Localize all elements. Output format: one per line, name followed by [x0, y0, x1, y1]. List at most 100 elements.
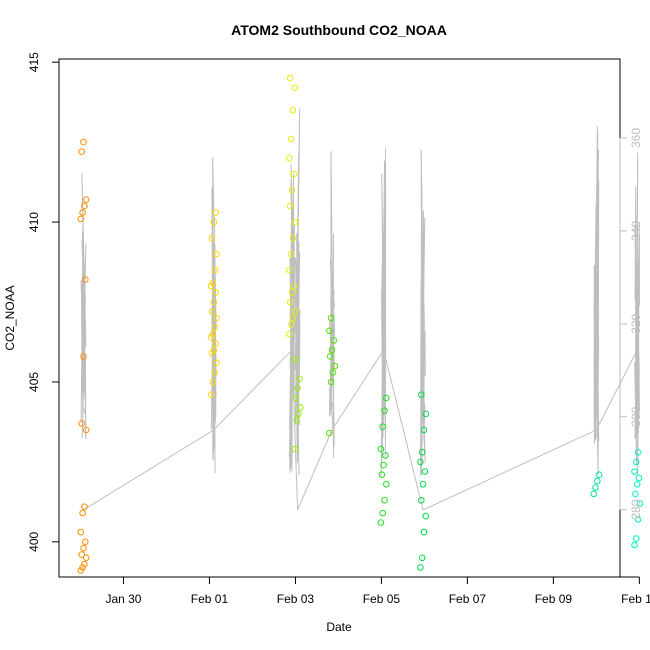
data-point	[287, 321, 295, 328]
data-point	[210, 218, 218, 226]
data-point	[82, 554, 90, 562]
data-point	[212, 340, 219, 347]
data-point	[77, 567, 85, 574]
data-point	[290, 170, 298, 178]
altitude-trace	[210, 157, 217, 474]
x-tick-label: Feb 09	[535, 592, 573, 606]
data-point	[294, 385, 301, 392]
data-point	[78, 420, 85, 427]
data-point	[592, 484, 599, 491]
y-axis: 400 405 410 415	[27, 52, 60, 552]
data-point	[81, 560, 88, 568]
data-point	[291, 84, 299, 92]
data-point	[78, 551, 85, 558]
data-point	[79, 564, 86, 571]
y-tick-label: 415	[27, 52, 41, 72]
data-point	[208, 234, 216, 242]
data-point	[422, 512, 430, 520]
data-point	[287, 250, 295, 258]
data-point	[77, 215, 85, 223]
data-points	[77, 74, 644, 574]
data-point	[327, 314, 335, 322]
data-point	[631, 468, 638, 475]
data-point	[633, 458, 640, 466]
data-point	[327, 378, 335, 386]
data-point	[80, 353, 87, 360]
data-point	[210, 298, 218, 306]
y-axis-label: CO2_NOAA	[3, 285, 17, 350]
data-point	[326, 327, 333, 335]
data-point	[207, 333, 215, 341]
data-point	[331, 362, 339, 370]
data-point	[590, 490, 598, 498]
y2-tick-label: 300	[629, 406, 643, 426]
data-point	[328, 346, 336, 354]
y-tick-label: 400	[27, 531, 41, 551]
data-point	[212, 289, 219, 296]
data-point	[287, 135, 295, 143]
altitude-trace	[380, 148, 387, 478]
data-point	[80, 138, 87, 146]
data-point	[379, 509, 387, 517]
data-point	[417, 564, 424, 571]
data-point	[210, 346, 218, 354]
y2-tick-label: 340	[629, 221, 643, 241]
data-point	[291, 356, 299, 363]
data-point	[418, 554, 426, 562]
x-axis: Jan 30 Feb 01 Feb 03 Feb 05 Feb 07 Feb 09 Feb …	[105, 576, 650, 606]
data-point	[209, 330, 217, 338]
data-point	[82, 538, 89, 546]
data-point	[208, 349, 216, 357]
data-point	[209, 378, 217, 386]
x-axis-label: Date	[326, 620, 352, 634]
altitude-trace	[294, 108, 301, 475]
data-point	[82, 426, 90, 434]
data-point	[297, 404, 304, 411]
data-point	[420, 528, 428, 536]
y2-tick-label: 280	[629, 499, 643, 519]
data-point	[418, 497, 425, 504]
data-point	[208, 308, 216, 315]
data-point	[288, 289, 296, 296]
data-point	[383, 394, 390, 402]
plot-frame	[58, 58, 621, 578]
data-point	[82, 196, 90, 203]
data-point	[79, 509, 86, 517]
data-point	[292, 394, 300, 402]
y2-axis: 280 300 320 340 360	[619, 128, 643, 520]
y-tick-label: 405	[27, 372, 41, 392]
altitude-trace	[634, 152, 640, 477]
data-point	[289, 314, 297, 322]
x-tick-label: Jan 30	[105, 592, 141, 606]
data-point	[211, 324, 218, 331]
chart-title: ATOM2 Southbound CO2_NOAA	[231, 22, 447, 38]
data-point	[380, 461, 387, 469]
data-point	[291, 218, 299, 226]
data-point	[286, 330, 293, 338]
data-point	[81, 503, 88, 511]
data-point	[418, 449, 426, 456]
data-point	[417, 458, 424, 466]
data-point	[377, 445, 385, 453]
data-point	[632, 490, 639, 498]
data-point	[293, 417, 301, 424]
data-point	[418, 391, 425, 399]
data-point	[209, 279, 217, 287]
data-point	[635, 474, 643, 482]
data-point	[289, 106, 297, 114]
data-point	[81, 202, 88, 210]
data-point	[213, 359, 220, 367]
data-point	[633, 481, 641, 488]
data-point	[211, 369, 218, 376]
data-point	[421, 468, 429, 475]
data-point	[377, 519, 385, 526]
data-point	[82, 276, 89, 283]
data-point	[288, 186, 296, 194]
data-point	[419, 481, 427, 488]
data-point	[378, 471, 386, 479]
data-point	[379, 423, 387, 431]
altitude-trace	[328, 151, 336, 458]
y-tick-label: 410	[27, 212, 41, 232]
data-point	[631, 541, 638, 549]
